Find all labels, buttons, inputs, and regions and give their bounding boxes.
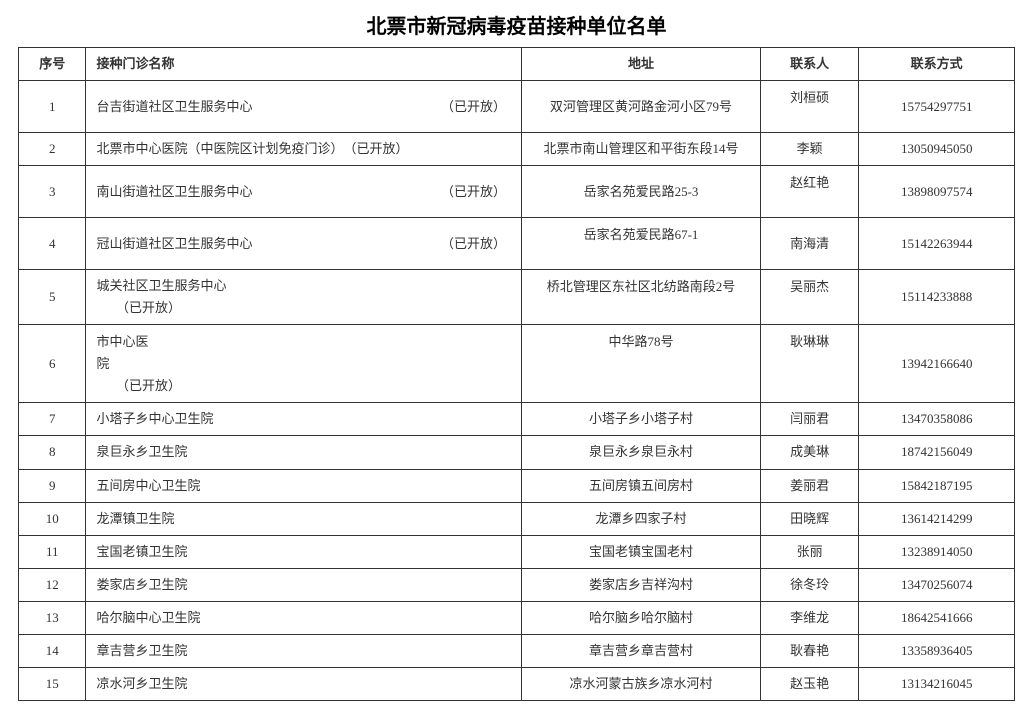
cell-idx: 3 — [19, 166, 86, 218]
cell-phone: 13134216045 — [859, 668, 1015, 701]
cell-idx: 11 — [19, 535, 86, 568]
cell-contact: 赵玉艳 — [760, 668, 859, 701]
cell-addr: 娄家店乡吉祥沟村 — [522, 568, 761, 601]
table-row: 14章吉营乡卫生院章吉营乡章吉营村耿春艳13358936405 — [19, 635, 1015, 668]
cell-idx: 6 — [19, 325, 86, 403]
cell-addr: 北票市南山管理区和平街东段14号 — [522, 133, 761, 166]
cell-phone: 13614214299 — [859, 502, 1015, 535]
table-row: 15凉水河乡卫生院凉水河蒙古族乡凉水河村赵玉艳13134216045 — [19, 668, 1015, 701]
cell-contact: 姜丽君 — [760, 469, 859, 502]
page-title: 北票市新冠病毒疫苗接种单位名单 — [18, 10, 1015, 39]
cell-name: 五间房中心卫生院 — [86, 469, 522, 502]
cell-contact: 赵红艳 — [760, 166, 859, 218]
cell-phone: 13358936405 — [859, 635, 1015, 668]
table-row: 3南山街道社区卫生服务中心 （已开放）岳家名苑爱民路25-3赵红艳1389809… — [19, 166, 1015, 218]
cell-phone: 13942166640 — [859, 325, 1015, 403]
cell-name: 北票市中心医院（中医院区计划免疫门诊） （已开放） — [86, 133, 522, 166]
cell-phone: 18742156049 — [859, 436, 1015, 469]
cell-addr: 小塔子乡小塔子村 — [522, 403, 761, 436]
cell-addr: 龙潭乡四家子村 — [522, 502, 761, 535]
table-row: 5城关社区卫生服务中心 （已开放）桥北管理区东社区北纺路南段2号吴丽杰15114… — [19, 270, 1015, 325]
col-header-name: 接种门诊名称 — [86, 48, 522, 81]
cell-addr: 宝国老镇宝国老村 — [522, 535, 761, 568]
cell-addr: 五间房镇五间房村 — [522, 469, 761, 502]
cell-contact: 吴丽杰 — [760, 270, 859, 325]
cell-phone: 13470256074 — [859, 568, 1015, 601]
table-row: 8泉巨永乡卫生院泉巨永乡泉巨永村成美琳18742156049 — [19, 436, 1015, 469]
cell-name: 小塔子乡中心卫生院 — [86, 403, 522, 436]
cell-name: 凉水河乡卫生院 — [86, 668, 522, 701]
cell-contact: 李维龙 — [760, 601, 859, 634]
cell-phone: 15842187195 — [859, 469, 1015, 502]
cell-addr: 哈尔脑乡哈尔脑村 — [522, 601, 761, 634]
cell-idx: 13 — [19, 601, 86, 634]
cell-addr: 桥北管理区东社区北纺路南段2号 — [522, 270, 761, 325]
cell-addr: 凉水河蒙古族乡凉水河村 — [522, 668, 761, 701]
col-header-idx: 序号 — [19, 48, 86, 81]
table-row: 13哈尔脑中心卫生院哈尔脑乡哈尔脑村李维龙18642541666 — [19, 601, 1015, 634]
cell-idx: 2 — [19, 133, 86, 166]
cell-name: 冠山街道社区卫生服务中心 （已开放） — [86, 218, 522, 270]
cell-addr: 岳家名苑爱民路25-3 — [522, 166, 761, 218]
cell-name: 娄家店乡卫生院 — [86, 568, 522, 601]
table-row: 12娄家店乡卫生院娄家店乡吉祥沟村徐冬玲13470256074 — [19, 568, 1015, 601]
cell-idx: 9 — [19, 469, 86, 502]
cell-idx: 15 — [19, 668, 86, 701]
cell-phone: 13238914050 — [859, 535, 1015, 568]
table-row: 11宝国老镇卫生院宝国老镇宝国老村张丽13238914050 — [19, 535, 1015, 568]
cell-addr: 中华路78号 — [522, 325, 761, 403]
col-header-phone: 联系方式 — [859, 48, 1015, 81]
table-row: 10龙潭镇卫生院龙潭乡四家子村田晓辉13614214299 — [19, 502, 1015, 535]
cell-contact: 耿琳琳 — [760, 325, 859, 403]
cell-phone: 15114233888 — [859, 270, 1015, 325]
cell-idx: 8 — [19, 436, 86, 469]
cell-contact: 刘桓硕 — [760, 81, 859, 133]
col-header-contact: 联系人 — [760, 48, 859, 81]
cell-idx: 12 — [19, 568, 86, 601]
cell-phone: 13050945050 — [859, 133, 1015, 166]
cell-phone: 18642541666 — [859, 601, 1015, 634]
cell-addr: 岳家名苑爱民路67-1 — [522, 218, 761, 270]
cell-name: 龙潭镇卫生院 — [86, 502, 522, 535]
cell-idx: 7 — [19, 403, 86, 436]
vaccine-sites-table: 序号 接种门诊名称 地址 联系人 联系方式 1台吉街道社区卫生服务中心 （已开放… — [18, 47, 1015, 701]
cell-name: 市中心医 院 （已开放） — [86, 325, 522, 403]
cell-name: 南山街道社区卫生服务中心 （已开放） — [86, 166, 522, 218]
cell-contact: 李颖 — [760, 133, 859, 166]
cell-name: 宝国老镇卫生院 — [86, 535, 522, 568]
col-header-addr: 地址 — [522, 48, 761, 81]
table-row: 7小塔子乡中心卫生院小塔子乡小塔子村闫丽君13470358086 — [19, 403, 1015, 436]
cell-phone: 15142263944 — [859, 218, 1015, 270]
cell-phone: 13898097574 — [859, 166, 1015, 218]
table-row: 4冠山街道社区卫生服务中心 （已开放）岳家名苑爱民路67-1南海清1514226… — [19, 218, 1015, 270]
cell-contact: 田晓辉 — [760, 502, 859, 535]
table-header-row: 序号 接种门诊名称 地址 联系人 联系方式 — [19, 48, 1015, 81]
cell-idx: 14 — [19, 635, 86, 668]
cell-contact: 耿春艳 — [760, 635, 859, 668]
table-row: 2北票市中心医院（中医院区计划免疫门诊） （已开放）北票市南山管理区和平街东段1… — [19, 133, 1015, 166]
cell-contact: 张丽 — [760, 535, 859, 568]
cell-addr: 泉巨永乡泉巨永村 — [522, 436, 761, 469]
cell-name: 泉巨永乡卫生院 — [86, 436, 522, 469]
cell-contact: 徐冬玲 — [760, 568, 859, 601]
cell-idx: 1 — [19, 81, 86, 133]
cell-name: 哈尔脑中心卫生院 — [86, 601, 522, 634]
cell-name: 台吉街道社区卫生服务中心 （已开放） — [86, 81, 522, 133]
table-row: 6市中心医 院 （已开放）中华路78号耿琳琳13942166640 — [19, 325, 1015, 403]
cell-phone: 15754297751 — [859, 81, 1015, 133]
cell-name: 城关社区卫生服务中心 （已开放） — [86, 270, 522, 325]
cell-addr: 双河管理区黄河路金河小区79号 — [522, 81, 761, 133]
cell-contact: 成美琳 — [760, 436, 859, 469]
table-row: 1台吉街道社区卫生服务中心 （已开放）双河管理区黄河路金河小区79号刘桓硕157… — [19, 81, 1015, 133]
cell-name: 章吉营乡卫生院 — [86, 635, 522, 668]
cell-idx: 10 — [19, 502, 86, 535]
cell-contact: 闫丽君 — [760, 403, 859, 436]
cell-idx: 5 — [19, 270, 86, 325]
table-row: 9五间房中心卫生院五间房镇五间房村姜丽君15842187195 — [19, 469, 1015, 502]
cell-idx: 4 — [19, 218, 86, 270]
cell-addr: 章吉营乡章吉营村 — [522, 635, 761, 668]
cell-phone: 13470358086 — [859, 403, 1015, 436]
cell-contact: 南海清 — [760, 218, 859, 270]
